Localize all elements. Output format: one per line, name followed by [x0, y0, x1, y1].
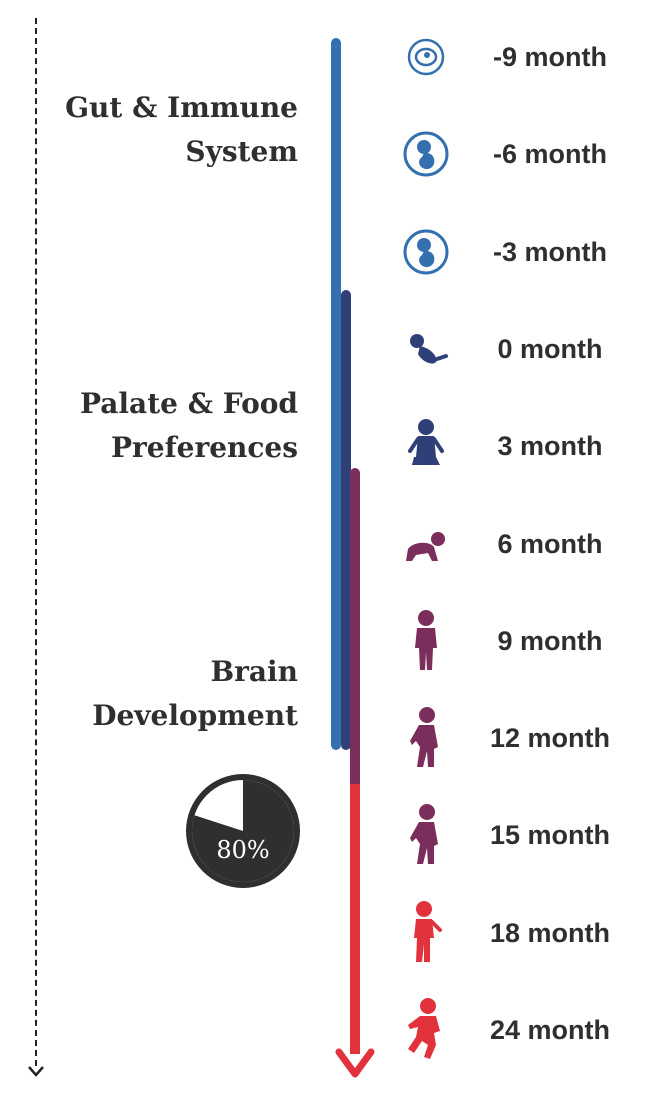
axis-arrow-icon [28, 1066, 44, 1077]
brain-development-label: Brain Development [92, 655, 298, 732]
timeline-arrow-icon [335, 1048, 375, 1078]
palate-food-label: Palate & Food Preferences [79, 387, 298, 464]
newborn-icon [400, 316, 452, 382]
toddler-icon [400, 802, 452, 868]
gut-immune-label: Gut & Immune System [65, 91, 298, 168]
timeline-month-label: 12 month [489, 723, 610, 754]
continued-development-bar [350, 784, 360, 1054]
fetus-icon [400, 219, 452, 285]
timeline-month-label: 3 month [497, 431, 603, 462]
timeline-month-label: 15 month [489, 820, 610, 851]
timeline-month-label: 6 month [497, 528, 603, 559]
pie-filled-slice [192, 780, 294, 882]
timeline-month-label: 24 month [489, 1015, 610, 1045]
embryo-icon [400, 24, 452, 90]
toddler-icon [400, 705, 452, 771]
timeline-month-label: -6 month [493, 139, 607, 170]
brain-development-bar [350, 468, 360, 790]
sitting-baby-icon [400, 413, 452, 479]
palate-food-bar [341, 290, 351, 750]
walking-child-icon [400, 900, 452, 966]
pie-percent-label: 80% [216, 836, 270, 864]
time-axis [35, 18, 37, 1066]
timeline-month-label: 9 month [497, 625, 603, 656]
timeline-month-label: 18 month [489, 917, 610, 948]
percent-pie: 80% [186, 774, 300, 888]
crawling-baby-icon [400, 511, 452, 577]
fetus-icon [400, 121, 452, 187]
timeline-month-label: -9 month [493, 42, 607, 72]
running-child-icon [400, 997, 452, 1063]
timeline-month-label: 0 month [497, 333, 603, 364]
timeline-month-label: -3 month [493, 236, 607, 267]
standing-baby-icon [400, 608, 452, 674]
gut-immune-bar [331, 38, 341, 750]
